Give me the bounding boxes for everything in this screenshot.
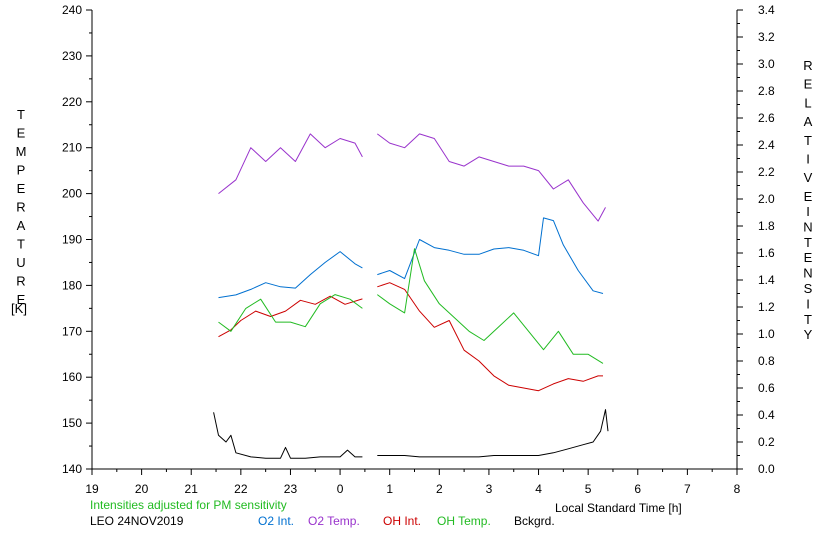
left-axis: 140 150 160 170 180 190 200 210 220 230 240 <box>62 3 93 476</box>
right-label-letter: S <box>804 281 813 296</box>
left-label-letter: R <box>16 274 25 289</box>
x-tick-label: 21 <box>185 482 199 496</box>
right-tick-label: 3.0 <box>758 57 775 71</box>
left-tick-label: 220 <box>62 95 82 109</box>
x-tick-label: 4 <box>535 482 542 496</box>
right-tick-label: 1.2 <box>758 300 775 314</box>
right-tick-label: 0.8 <box>758 354 775 368</box>
right-label-letter: A <box>804 114 813 129</box>
series-line-oh-temp <box>218 294 363 332</box>
x-tick-label: 6 <box>634 482 641 496</box>
left-label-letter: E <box>17 292 26 307</box>
left-tick-label: 170 <box>62 324 82 338</box>
x-tick-label: 22 <box>234 482 248 496</box>
series-line-oh-int <box>377 282 603 392</box>
station-date: LEO 24NOV2019 <box>90 514 184 528</box>
left-label-letter: T <box>17 107 25 122</box>
x-tick-label: 8 <box>734 482 741 496</box>
left-label-letter: R <box>16 200 25 215</box>
x-tick-label: 20 <box>135 482 149 496</box>
series-line-o2-temp <box>218 133 363 194</box>
right-label-letter: R <box>803 58 812 73</box>
right-label-letter: T <box>804 312 812 327</box>
right-label-letter: I <box>806 296 810 311</box>
right-label-letter: E <box>804 77 813 92</box>
right-label-letter: N <box>803 219 812 234</box>
right-label-letter: E <box>804 250 813 265</box>
legend-oh-temp: OH Temp. <box>437 514 491 528</box>
right-label-letter: V <box>804 170 813 185</box>
right-tick-label: 3.4 <box>758 3 775 17</box>
x-tick-label: 5 <box>585 482 592 496</box>
left-label-letter: E <box>17 181 26 196</box>
legend-o2-int: O2 Int. <box>258 514 294 528</box>
right-tick-label: 1.6 <box>758 246 775 260</box>
series-line-oh-temp <box>377 248 604 364</box>
right-axis: 0.0 0.2 0.4 0.6 0.8 1.0 1.2 1.4 1.6 1.8 2.0 2.2 2.4 2… <box>736 3 775 476</box>
left-label-letter: P <box>17 163 26 178</box>
right-tick-label: 0.4 <box>758 408 775 422</box>
x-tick-label: 23 <box>284 482 298 496</box>
right-tick-label: 2.4 <box>758 138 775 152</box>
left-tick-label: 180 <box>62 278 82 292</box>
left-axis-unit: [K] <box>11 301 27 316</box>
left-tick-label: 140 <box>62 462 82 476</box>
right-label-letter: I <box>806 204 810 219</box>
legend-oh-int: OH Int. <box>383 514 421 528</box>
x-tick-label: 2 <box>436 482 443 496</box>
right-label-letter: E <box>804 189 813 204</box>
right-label-letter: T <box>804 235 812 250</box>
left-tick-label: 240 <box>62 3 82 17</box>
x-tick-label: 19 <box>85 482 99 496</box>
right-tick-label: 1.0 <box>758 327 775 341</box>
right-tick-label: 2.0 <box>758 192 775 206</box>
x-axis: 19 20 21 22 23 0 1 2 3 4 5 6 7 8 <box>85 468 741 496</box>
legend-bckgrd: Bckgrd. <box>514 514 555 528</box>
legend: O2 Int. O2 Temp. OH Int. OH Temp. Bckgrd… <box>258 514 555 528</box>
left-tick-label: 160 <box>62 370 82 384</box>
series-line-bckgrd <box>377 409 609 458</box>
right-tick-label: 0.6 <box>758 381 775 395</box>
right-tick-label: 1.4 <box>758 273 775 287</box>
left-tick-label: 190 <box>62 233 82 247</box>
series-line-o2-int <box>218 251 363 299</box>
left-tick-label: 200 <box>62 187 82 201</box>
left-label-letter: U <box>16 255 25 270</box>
legend-o2-temp: O2 Temp. <box>308 514 360 528</box>
right-tick-label: 0.0 <box>758 462 775 476</box>
x-tick-label: 1 <box>386 482 393 496</box>
right-tick-label: 3.2 <box>758 30 775 44</box>
left-label-letter: T <box>17 237 25 252</box>
right-tick-label: 2.2 <box>758 165 775 179</box>
series-line-bckgrd <box>213 412 363 459</box>
right-label-letter: I <box>806 152 810 167</box>
right-label-letter: L <box>804 95 811 110</box>
left-label-letter: A <box>17 218 26 233</box>
series-line-oh-int <box>218 295 363 338</box>
right-tick-label: 2.6 <box>758 111 775 125</box>
x-tick-label: 7 <box>684 482 691 496</box>
x-tick-label: 0 <box>337 482 344 496</box>
left-tick-label: 210 <box>62 141 82 155</box>
left-label-letter: M <box>16 144 27 159</box>
left-label-letter: E <box>17 126 26 141</box>
right-tick-label: 1.8 <box>758 219 775 233</box>
left-tick-label: 230 <box>62 49 82 63</box>
x-axis-label: Local Standard Time [h] <box>555 501 682 515</box>
series-line-o2-int <box>377 217 604 294</box>
right-tick-label: 0.2 <box>758 435 775 449</box>
left-tick-label: 150 <box>62 416 82 430</box>
plot-area <box>213 133 609 459</box>
series-line-o2-temp <box>377 133 606 222</box>
right-tick-label: 2.8 <box>758 84 775 98</box>
adjustment-note: Intensities adjusted for PM sensitivity <box>90 498 287 512</box>
right-label-letter: Y <box>804 327 813 342</box>
x-tick-label: 3 <box>486 482 493 496</box>
right-label-letter: T <box>804 133 812 148</box>
right-label-letter: N <box>803 266 812 281</box>
